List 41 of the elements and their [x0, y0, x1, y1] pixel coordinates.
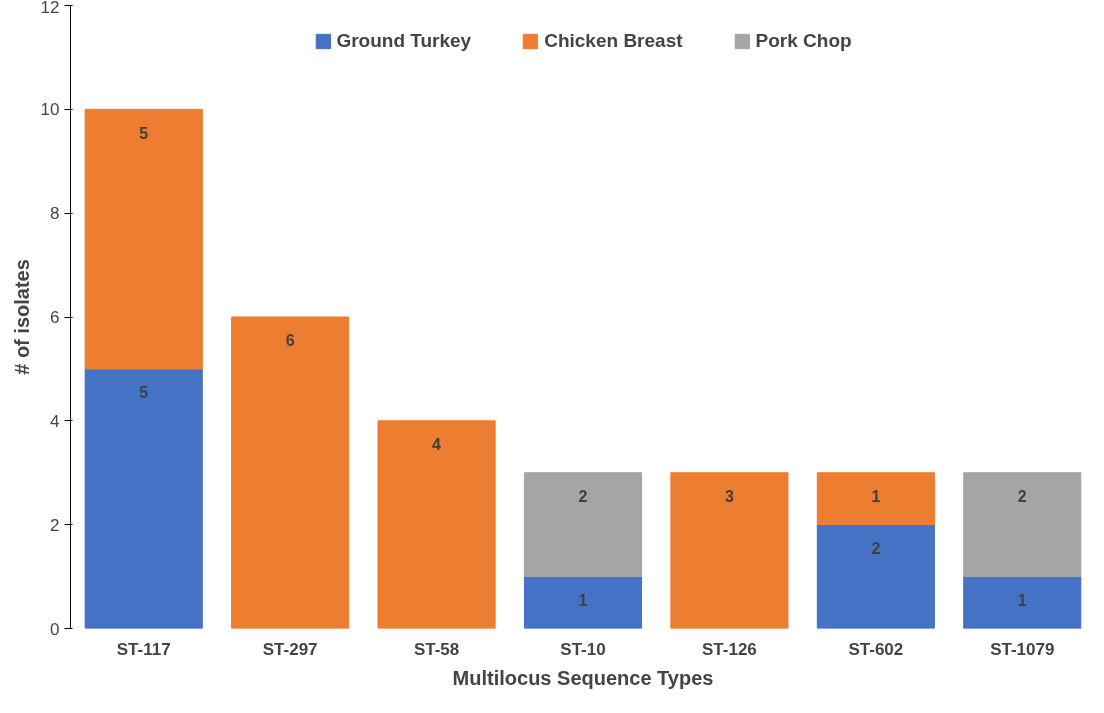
- y-tick-label: 0: [50, 619, 60, 639]
- bar: [377, 420, 496, 629]
- bar: [816, 524, 935, 629]
- data-label: 6: [285, 332, 295, 350]
- legend-label: Pork Chop: [755, 30, 852, 52]
- bar: [963, 576, 1082, 629]
- data-label: 5: [139, 124, 149, 142]
- y-tick-label: 4: [50, 411, 60, 431]
- x-tick-label: ST-117: [116, 639, 171, 659]
- data-label: 2: [1017, 488, 1027, 506]
- x-tick-label: ST-1079: [990, 639, 1055, 659]
- y-tick-label: 6: [50, 308, 60, 327]
- x-tick-label: ST-58: [413, 639, 460, 659]
- bar: [523, 576, 643, 629]
- y-axis-title: # of isolates: [10, 259, 33, 375]
- bar: [84, 108, 203, 370]
- x-tick-label: ST-602: [848, 639, 904, 659]
- bar: [963, 472, 1082, 578]
- legend-label: Chicken Breast: [544, 30, 683, 52]
- bar: [231, 316, 350, 629]
- bar: [816, 472, 935, 526]
- data-label: 3: [724, 488, 734, 506]
- data-label: 1: [1017, 591, 1027, 609]
- bar: [670, 472, 789, 629]
- x-tick-label: ST-10: [560, 639, 606, 659]
- bar: [523, 472, 643, 578]
- data-label: 1: [578, 591, 588, 609]
- x-tick-label: ST-126: [702, 639, 757, 659]
- data-label: 2: [578, 488, 588, 506]
- y-tick-label: 8: [50, 204, 60, 224]
- y-tick-label: 10: [40, 100, 60, 120]
- data-label: 5: [139, 384, 149, 402]
- data-label: 4: [432, 436, 442, 454]
- legend-label: Ground Turkey: [336, 30, 472, 52]
- bar: [84, 368, 203, 629]
- x-tick-label: ST-297: [262, 639, 318, 659]
- y-tick-label: 2: [50, 515, 60, 535]
- x-axis-title: Multilocus Sequence Types: [452, 666, 714, 689]
- data-label: 2: [871, 540, 881, 558]
- data-label: 1: [871, 488, 881, 506]
- y-tick-label: 12: [40, 0, 60, 17]
